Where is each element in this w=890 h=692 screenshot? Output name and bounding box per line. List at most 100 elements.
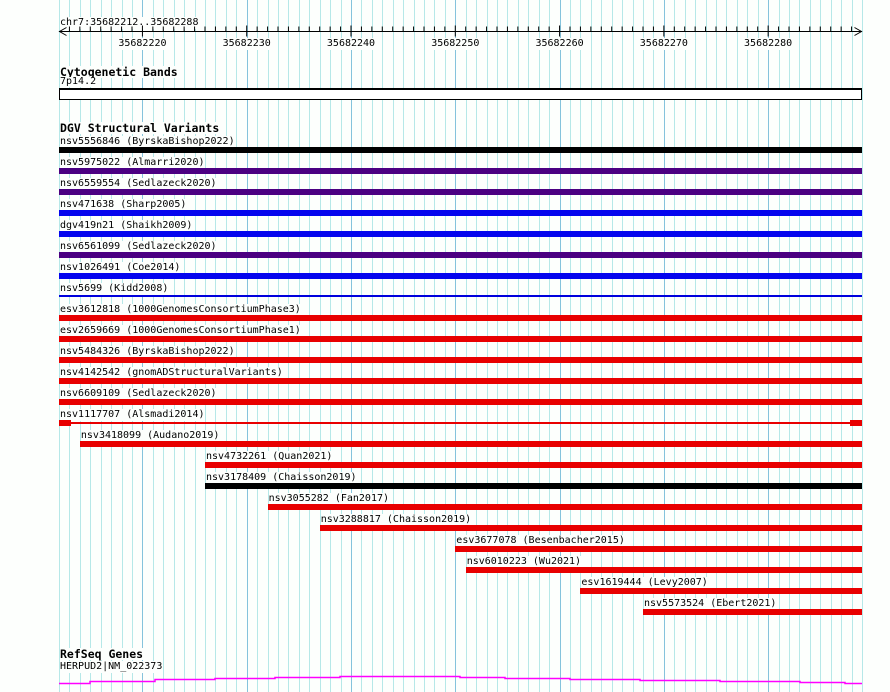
grid-line <box>257 0 259 692</box>
ruler-tick-label: 35682250 <box>431 38 480 50</box>
variant-bar[interactable] <box>59 189 862 195</box>
variant-bar[interactable] <box>59 295 862 297</box>
variant-label[interactable]: nsv3418099 (Audano2019) <box>80 430 220 442</box>
grid-line <box>643 0 644 692</box>
grid-line <box>507 0 509 692</box>
grid-line <box>444 0 446 692</box>
grid-line <box>799 0 801 692</box>
grid-line <box>705 0 707 692</box>
variant-label[interactable]: nsv6609109 (Sedlazeck2020) <box>60 388 217 400</box>
variant-label[interactable]: nsv3178409 (Chaisson2019) <box>206 472 357 484</box>
grid-line-major <box>455 0 457 692</box>
variant-label[interactable]: nsv5484326 (ByrskaBishop2022) <box>60 346 235 358</box>
grid-line <box>632 0 634 692</box>
grid-line <box>778 0 780 692</box>
variant-label[interactable]: nsv5556846 (ByrskaBishop2022) <box>60 136 235 148</box>
grid-line <box>841 0 843 692</box>
variant-bar[interactable] <box>205 462 862 468</box>
variant-bar[interactable] <box>205 483 862 489</box>
variant-bar[interactable] <box>59 168 862 174</box>
grid-line <box>809 0 811 692</box>
grid-line <box>298 0 300 692</box>
grid-line <box>820 0 822 692</box>
grid-line <box>538 0 540 692</box>
grid-line <box>622 0 624 692</box>
variant-bar[interactable] <box>59 378 862 384</box>
grid-line <box>424 0 425 692</box>
grid-line <box>340 0 342 692</box>
grid-line <box>716 0 717 692</box>
grid-line <box>497 0 498 692</box>
variant-bar[interactable] <box>59 231 862 237</box>
grid-line <box>382 0 384 692</box>
grid-line-major <box>559 0 561 692</box>
variant-bar[interactable] <box>59 273 862 279</box>
ruler-tick-label: 35682220 <box>118 38 167 50</box>
grid-line <box>549 0 551 692</box>
variant-label[interactable]: esv2659669 (1000GenomesConsortiumPhase1) <box>60 325 301 337</box>
grid-line <box>862 0 863 692</box>
grid-line <box>601 0 603 692</box>
variant-bar[interactable] <box>59 252 862 258</box>
variant-bar[interactable] <box>79 441 862 447</box>
ruler-tick-label: 35682240 <box>326 38 376 50</box>
grid-line <box>789 0 790 692</box>
variant-bar[interactable] <box>59 210 862 216</box>
ruler-tick-label: 35682280 <box>744 38 793 50</box>
variant-label[interactable]: esv3677078 (Besenbacher2015) <box>456 535 625 547</box>
grid-line <box>59 0 60 692</box>
grid-line <box>528 0 530 692</box>
variant-label[interactable]: nsv5573524 (Ebert2021) <box>644 598 777 610</box>
grid-line <box>570 0 571 692</box>
variant-bar[interactable] <box>59 399 862 405</box>
variant-label[interactable]: nsv5699 (Kidd2008) <box>60 283 169 295</box>
variant-label[interactable]: esv1619444 (Levy2007) <box>581 577 708 589</box>
variant-bar[interactable] <box>59 357 862 363</box>
section-title-dgv: DGV Structural Variants <box>60 121 220 135</box>
variant-bar[interactable] <box>59 147 862 153</box>
grid-line <box>267 0 269 692</box>
variant-label[interactable]: nsv1026491 (Coe2014) <box>60 262 181 274</box>
variant-label[interactable]: nsv1117707 (Alsmadi2014) <box>60 409 205 421</box>
variant-bar[interactable] <box>643 609 862 615</box>
cytoband-name: 7p14.2 <box>60 76 97 87</box>
variant-label[interactable]: nsv5975022 (Almarri2020) <box>60 157 205 169</box>
variant-bar[interactable] <box>59 315 862 321</box>
variant-bar[interactable] <box>319 525 862 531</box>
variant-label[interactable]: nsv3055282 (Fan2017) <box>268 493 390 505</box>
grid-line <box>486 0 488 692</box>
grid-line <box>413 0 415 692</box>
grid-line <box>674 0 676 692</box>
variant-label[interactable]: nsv4732261 (Quan2021) <box>206 451 333 463</box>
ruler-tick-label: 35682230 <box>222 38 271 50</box>
grid-line <box>757 0 759 692</box>
variant-label[interactable]: nsv6559554 (Sedlazeck2020) <box>60 178 217 190</box>
refseq-gene-label[interactable]: HERPUD2|NM_022373 <box>60 661 163 673</box>
variant-label[interactable]: nsv6010223 (Wu2021) <box>466 556 582 568</box>
grid-line <box>392 0 394 692</box>
variant-label[interactable]: esv3612818 (1000GenomesConsortiumPhase3) <box>60 304 301 316</box>
variant-label[interactable]: nsv471638 (Sharp2005) <box>60 199 187 211</box>
grid-line <box>288 0 290 692</box>
grid-line <box>278 0 279 692</box>
grid-line <box>236 0 238 692</box>
variant-bar[interactable] <box>580 588 862 594</box>
grid-line <box>684 0 686 692</box>
variant-bar[interactable] <box>267 504 862 510</box>
grid-line <box>653 0 655 692</box>
grid-line <box>465 0 467 692</box>
grid-line-major <box>351 0 352 692</box>
variant-label[interactable]: nsv6561099 (Sedlazeck2020) <box>60 241 217 253</box>
variant-label[interactable]: nsv4142542 (gnomADStructuralVariants) <box>60 367 283 379</box>
variant-bar[interactable] <box>465 567 862 573</box>
grid-line <box>403 0 405 692</box>
variant-label[interactable]: nsv3288817 (Chaisson2019) <box>320 514 472 526</box>
variant-bar[interactable] <box>455 546 862 552</box>
grid-line <box>309 0 311 692</box>
grid-line <box>517 0 519 692</box>
grid-line <box>851 0 853 692</box>
variant-bar[interactable] <box>59 422 862 424</box>
variant-label[interactable]: dgv419n21 (Shaikh2009) <box>60 220 193 232</box>
variant-bar[interactable] <box>59 336 862 342</box>
